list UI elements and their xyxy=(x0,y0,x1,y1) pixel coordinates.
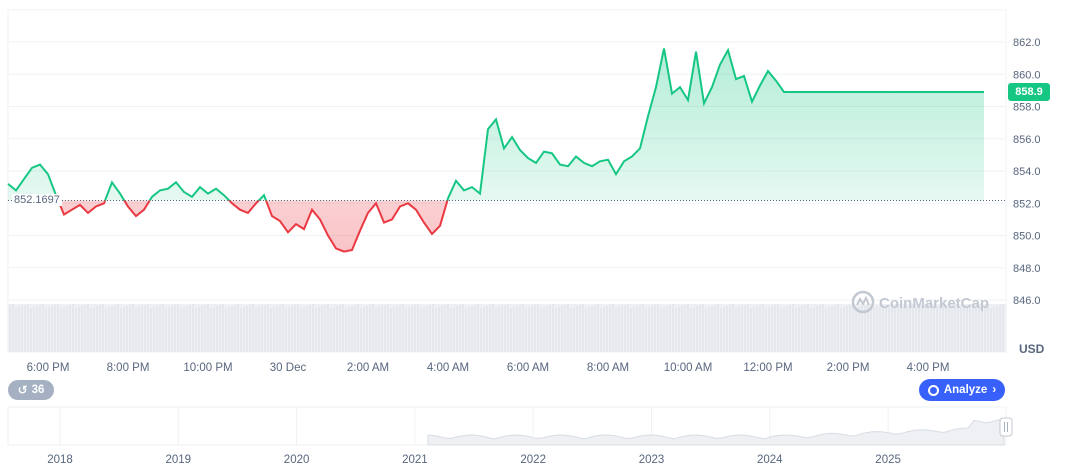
area-above-reference xyxy=(8,48,984,201)
x-tick-label: 10:00 AM xyxy=(664,362,713,374)
last-price-badge: 858.9 xyxy=(1008,82,1050,101)
usd-label: USD xyxy=(1019,342,1045,356)
y-tick-label: 846.0 xyxy=(1013,295,1041,307)
x-tick-label: 4:00 PM xyxy=(907,362,950,374)
analyze-icon xyxy=(927,384,939,396)
x-tick-label: 6:00 PM xyxy=(27,362,70,374)
navigator-year-label: 2020 xyxy=(284,454,310,466)
y-axis: 846.0 848.0 850.0 852.0 854.0 856.0 858.0 860.0… xyxy=(1013,37,1041,307)
analyze-label: Analyze xyxy=(943,384,988,396)
watermark: CoinMarketCap xyxy=(851,290,989,314)
price-line-above xyxy=(7,47,984,201)
x-tick-label: 12:00 PM xyxy=(743,362,792,374)
x-tick-label: 10:00 PM xyxy=(183,362,232,374)
x-tick-label: 8:00 PM xyxy=(107,362,150,374)
navigator-year-label: 2024 xyxy=(757,454,783,466)
analyze-button[interactable]: Analyze › xyxy=(919,379,1005,401)
y-tick-label: 862.0 xyxy=(1013,37,1041,49)
history-button[interactable]: ↺ 36 xyxy=(8,380,54,400)
y-tick-label: 848.0 xyxy=(1013,263,1041,275)
navigator-year-label: 2025 xyxy=(875,454,901,466)
y-tick-label: 860.0 xyxy=(1013,69,1041,81)
x-tick-label: 30 Dec xyxy=(270,362,307,374)
navigator-year-label: 2019 xyxy=(166,454,192,466)
y-tick-label: 852.0 xyxy=(1013,198,1041,210)
navigator-handle[interactable] xyxy=(999,417,1013,437)
x-tick-label: 8:00 AM xyxy=(587,362,629,374)
y-tick-label: 858.0 xyxy=(1013,102,1041,114)
navigator-history-area xyxy=(427,418,1005,446)
x-tick-label: 4:00 AM xyxy=(427,362,469,374)
x-tick-label: 2:00 PM xyxy=(827,362,870,374)
navigator-year-label: 2021 xyxy=(402,454,428,466)
navigator-year-label: 2018 xyxy=(47,454,73,466)
chevron-right-icon: › xyxy=(992,384,997,396)
volume-band xyxy=(8,304,1006,352)
coinmarketcap-logo-icon xyxy=(851,290,875,314)
y-tick-label: 856.0 xyxy=(1013,134,1041,146)
x-tick-label: 6:00 AM xyxy=(507,362,549,374)
watermark-text: CoinMarketCap xyxy=(879,295,989,312)
reference-price-label: 852.1697 xyxy=(12,193,62,206)
history-count: 36 xyxy=(31,384,45,396)
navigator[interactable]: 2018 2019 2020 2021 2022 2023 2024 2025 xyxy=(7,406,1013,466)
navigator-year-label: 2023 xyxy=(639,454,665,466)
y-tick-label: 854.0 xyxy=(1013,166,1041,178)
history-icon: ↺ xyxy=(17,383,28,397)
x-axis: 6:00 PM 8:00 PM 10:00 PM 30 Dec 2:00 AM 4:00 … xyxy=(27,362,950,374)
navigator-year-label: 2022 xyxy=(520,454,546,466)
x-tick-label: 2:00 AM xyxy=(347,362,389,374)
y-tick-label: 850.0 xyxy=(1013,231,1041,243)
